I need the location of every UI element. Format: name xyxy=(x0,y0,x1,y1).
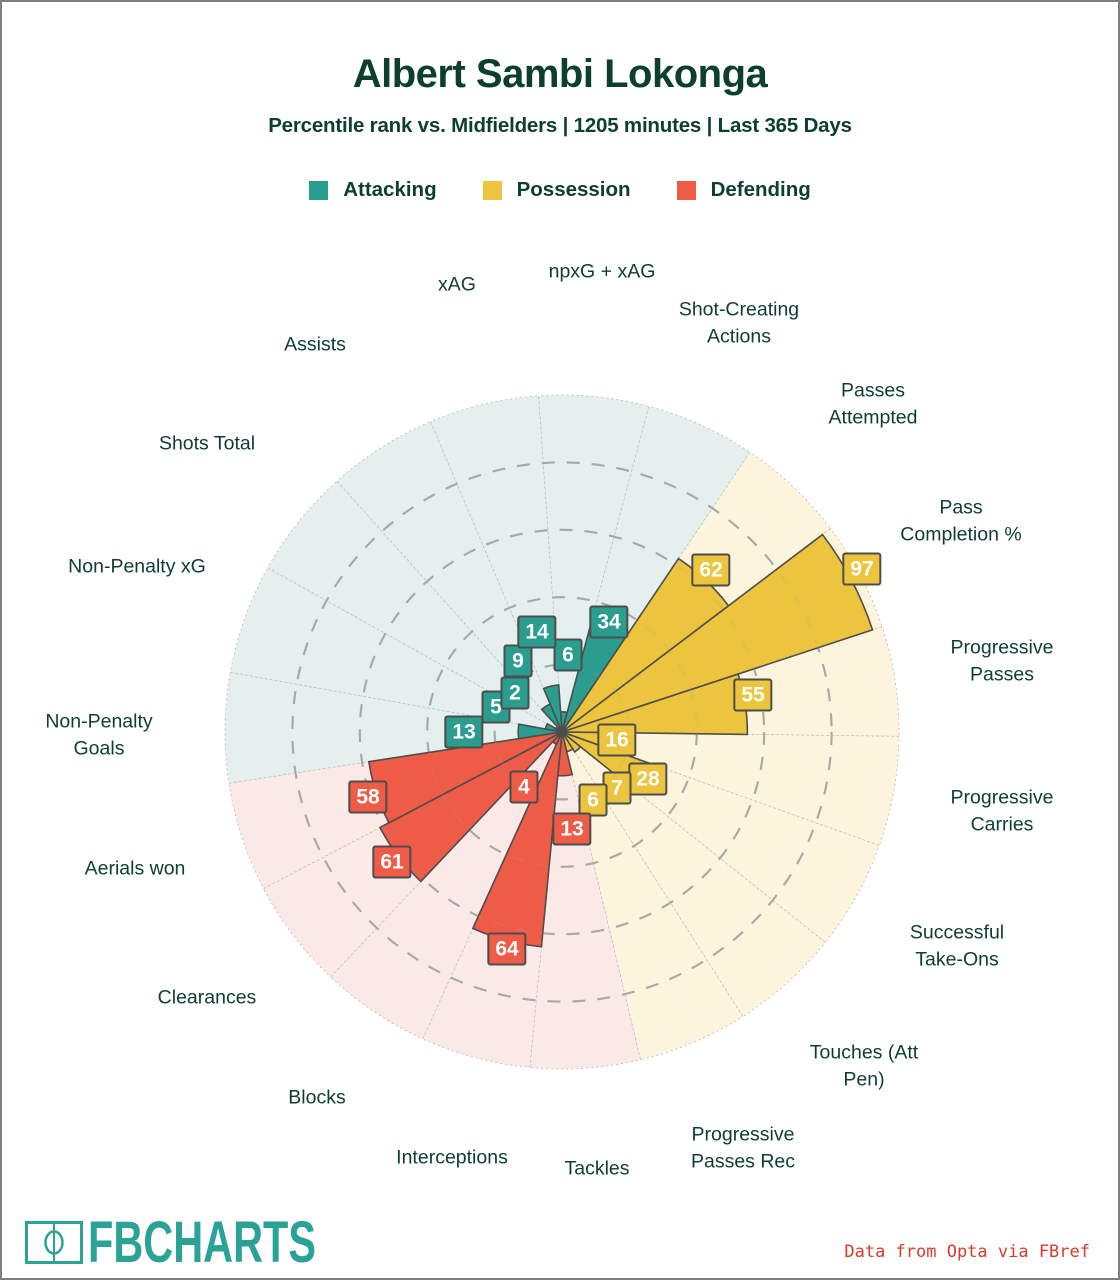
pitch-logo-icon xyxy=(25,1221,83,1264)
category-label-progressive-passes-rec: Progressive Passes Rec xyxy=(690,1123,796,1173)
attacking-swatch-icon xyxy=(309,180,329,200)
category-label-npxg-xag: npxG + xAG xyxy=(548,260,656,283)
possession-swatch-icon xyxy=(482,180,502,200)
slice-bg-non-penalty-xg xyxy=(229,567,563,733)
legend-label: Possession xyxy=(516,178,631,201)
value-badge-shots-total: 2 xyxy=(500,676,530,710)
legend-item-attacking: Attacking xyxy=(309,178,437,202)
category-label-non-penalty-xg: Non-Penalty xG xyxy=(68,555,206,578)
value-badge-blocks: 4 xyxy=(509,770,539,804)
value-badge-non-penalty-goals: 13 xyxy=(444,715,484,749)
percentile-ring-80 xyxy=(291,461,833,1003)
category-label-progressive-carries: Progressive Carries xyxy=(950,786,1054,836)
value-badge-pass-completion: 97 xyxy=(842,552,882,586)
value-badge-progressive-carries: 16 xyxy=(597,723,637,757)
slice-bg-non-penalty-goals xyxy=(224,671,563,784)
page-title: Albert Sambi Lokonga xyxy=(352,52,768,96)
brand-wordmark: FBCHARTS xyxy=(88,1217,316,1267)
category-label-shots-total: Shots Total xyxy=(158,432,256,455)
category-label-aerials-won: Aerials won xyxy=(84,857,186,880)
value-badge-successful-take-ons: 28 xyxy=(628,762,668,796)
data-credit: Data from Opta via FBref xyxy=(844,1242,1090,1262)
value-badge-assists: 9 xyxy=(503,644,533,678)
value-badge-interceptions: 64 xyxy=(487,932,527,966)
category-label-non-penalty-goals: Non-Penalty Goals xyxy=(45,710,153,760)
legend-item-defending: Defending xyxy=(676,178,811,202)
slice-bg-progressive-carries xyxy=(561,731,900,847)
legend-item-possession: Possession xyxy=(482,178,631,202)
category-label-pass-completion: Pass Completion % xyxy=(900,496,1022,546)
category-label-touches-att-pen: Touches (Att Pen) xyxy=(809,1041,919,1091)
category-label-clearances: Clearances xyxy=(157,986,257,1009)
legend: Attacking Possession Defending xyxy=(2,178,1118,202)
page-subtitle: Percentile rank vs. Midfielders | 1205 m… xyxy=(268,114,852,137)
value-badge-passes-attempted: 62 xyxy=(691,553,731,587)
percentile-ring-60 xyxy=(358,528,766,936)
value-badge-xag: 14 xyxy=(517,615,557,649)
slice-non-penalty-goals xyxy=(517,723,563,740)
category-label-assists: Assists xyxy=(284,333,346,356)
category-label-passes-attempted: Passes Attempted xyxy=(828,379,918,429)
category-label-progressive-passes: Progressive Passes xyxy=(950,636,1054,686)
category-label-xag: xAG xyxy=(438,273,476,296)
value-badge-aerials-won: 58 xyxy=(348,780,388,814)
legend-label: Attacking xyxy=(343,178,437,201)
percentile-ring-80 xyxy=(291,461,833,1003)
value-badge-progressive-passes-rec: 6 xyxy=(578,783,608,817)
slice-bg-shots-total xyxy=(267,480,563,733)
defending-swatch-icon xyxy=(676,180,696,200)
category-label-tackles: Tackles xyxy=(564,1157,630,1180)
slice-xag xyxy=(542,684,563,733)
percentile-ring-40 xyxy=(426,596,698,868)
legend-label: Defending xyxy=(710,178,811,201)
category-label-successful-take-ons: Successful Take-Ons xyxy=(909,921,1005,971)
value-badge-progressive-passes: 55 xyxy=(733,678,773,712)
value-badge-npxg-xag: 6 xyxy=(553,638,583,672)
value-badge-tackles: 13 xyxy=(552,812,592,846)
category-label-shot-creating-actions: Shot-Creating Actions xyxy=(678,298,800,348)
svg-text:FBCHARTS: FBCHARTS xyxy=(88,1217,316,1267)
value-badge-clearances: 61 xyxy=(372,845,412,879)
percentile-ring-60 xyxy=(358,528,766,936)
slice-bg-blocks xyxy=(330,731,563,1040)
category-label-blocks: Blocks xyxy=(288,1086,346,1109)
value-badge-shot-creating-actions: 34 xyxy=(589,605,629,639)
category-label-interceptions: Interceptions xyxy=(396,1146,508,1169)
slice-touches-att-pen xyxy=(561,731,582,754)
